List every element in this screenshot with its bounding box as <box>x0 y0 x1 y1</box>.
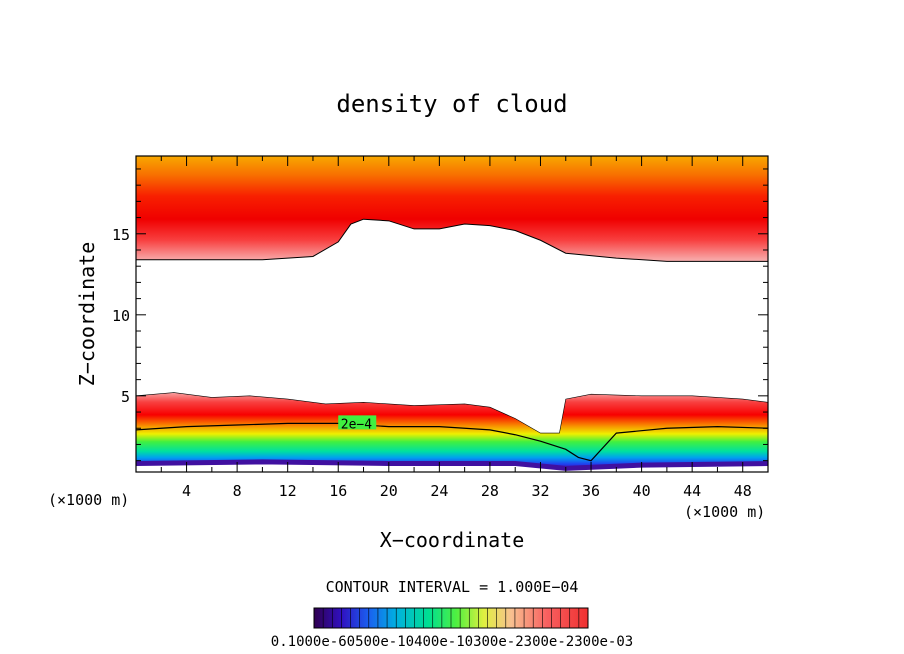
y-tick-label: 10 <box>112 307 130 325</box>
x-tick-label: 20 <box>380 482 398 500</box>
upper-cloud-layer <box>136 156 768 262</box>
lower-cloud-layer <box>136 392 768 472</box>
colorbar-dividers <box>322 608 580 628</box>
x-tick-label: 36 <box>582 482 600 500</box>
plot-frame <box>135 155 769 473</box>
below-cloud-area <box>136 463 768 472</box>
x-axis-label: X−coordinate <box>380 528 525 552</box>
x-tick-label: 44 <box>683 482 701 500</box>
x-tick-label: 24 <box>430 482 448 500</box>
contour-label: 2e−4 <box>341 417 372 432</box>
y-tick-label: 15 <box>112 226 130 244</box>
x-tick-label: 32 <box>531 482 549 500</box>
tick-marks <box>136 156 768 472</box>
y-axis-label: Z−coordinate <box>75 242 99 387</box>
x-unit-right: (×1000 m) <box>684 503 765 521</box>
plot-area: 2e−4 <box>136 156 768 472</box>
colorbar-labels: 0.1000e-60500e-10400e-10300e-2300e-2300e… <box>271 634 633 650</box>
x-tick-label: 8 <box>233 482 242 500</box>
contour-interval-label: CONTOUR INTERVAL = 1.000E−04 <box>326 578 579 596</box>
lower-top-contour <box>136 392 768 434</box>
x-unit-left: (×1000 m) <box>48 491 129 509</box>
x-tick-label: 48 <box>734 482 752 500</box>
x-tick-label: 40 <box>633 482 651 500</box>
contour-line-2e-4 <box>136 422 768 462</box>
colorbar <box>313 607 589 629</box>
x-tick-label: 4 <box>182 482 191 500</box>
contour-label-bg <box>338 415 377 430</box>
x-tick-label: 16 <box>329 482 347 500</box>
upper-layer-contour <box>136 218 768 262</box>
x-tick-label: 12 <box>279 482 297 500</box>
chart-title: density of cloud <box>336 90 567 118</box>
x-tick-label: 28 <box>481 482 499 500</box>
y-tick-label: 5 <box>121 388 130 406</box>
